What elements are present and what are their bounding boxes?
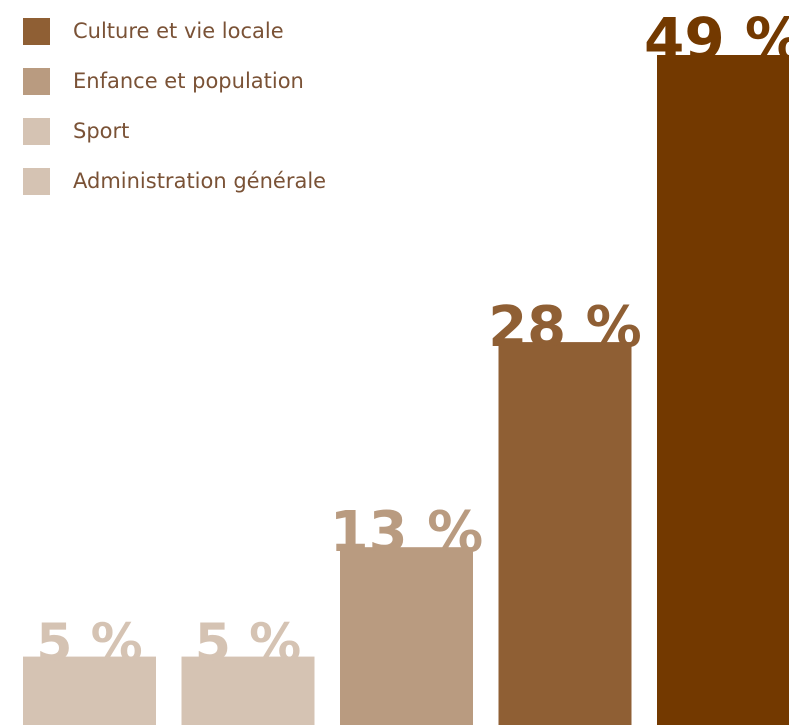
bar-5 <box>657 55 789 725</box>
bar-3 <box>340 547 473 725</box>
bar-value-label-4: 28 % <box>488 295 642 360</box>
legend-swatch-enfance <box>23 67 50 95</box>
legend-label-administration: Administration générale <box>73 169 327 193</box>
legend-label-culture: Culture et vie locale <box>73 19 284 43</box>
bar-value-label-3: 13 % <box>330 500 484 565</box>
chart-legend: Culture et vie locale Enfance et populat… <box>23 17 327 218</box>
legend-swatch-culture <box>23 17 50 45</box>
bar-1 <box>23 656 156 725</box>
legend-label-enfance: Enfance et population <box>73 69 304 93</box>
bar-value-label-2: 5 % <box>195 614 301 674</box>
legend-item-administration: Administration générale <box>23 167 327 195</box>
legend-swatch-administration <box>23 167 50 195</box>
legend-item-enfance: Enfance et population <box>23 67 326 95</box>
data-labels-group: 5 % 5 % 13 % 28 % 49 % <box>36 5 789 674</box>
legend-item-culture: Culture et vie locale <box>23 17 326 45</box>
bar-2 <box>181 656 315 725</box>
bar-4 <box>498 342 632 725</box>
bar-value-label-1: 5 % <box>36 614 142 674</box>
bars-group <box>23 55 789 725</box>
legend-label-sport: Sport <box>73 119 130 143</box>
legend-item-sport: Sport <box>23 117 326 145</box>
legend-swatch-sport <box>23 117 50 145</box>
bar-value-label-5: 49 % <box>644 5 789 73</box>
